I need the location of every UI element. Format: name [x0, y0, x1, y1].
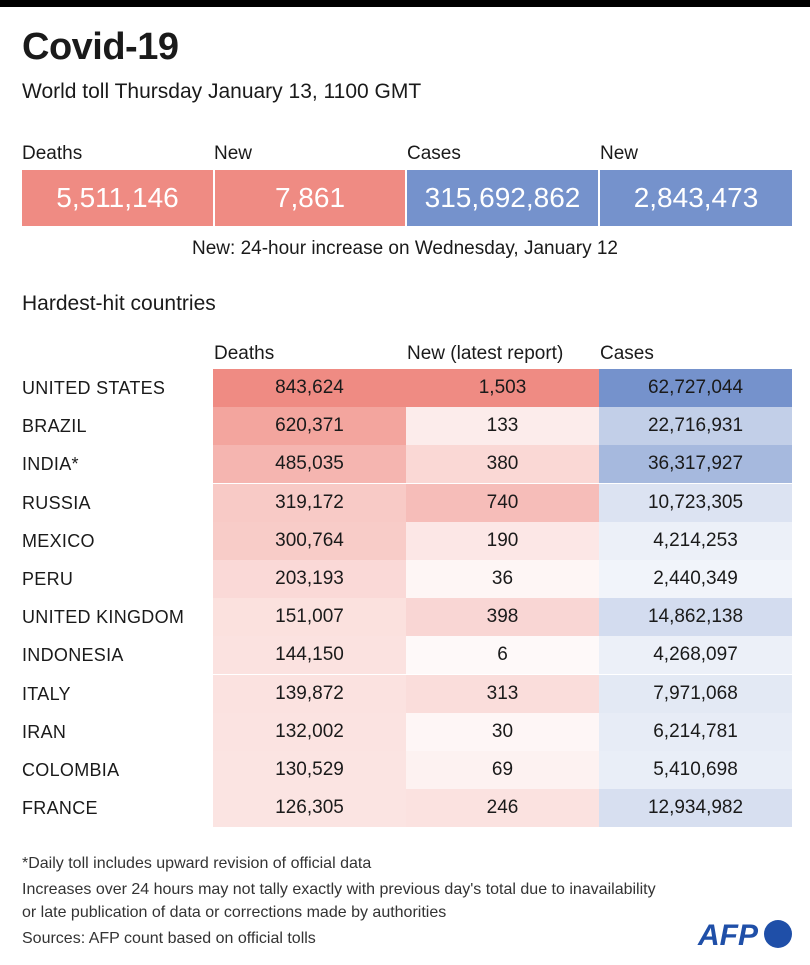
- table-row: INDIA* 485,035 380 36,317,927: [0, 445, 810, 484]
- deaths-cell: 130,529: [213, 751, 406, 789]
- cases-cell: 12,934,982: [599, 789, 792, 828]
- cases-cell: 2,440,349: [599, 560, 792, 598]
- column-header-new: New (latest report): [407, 343, 564, 364]
- afp-logo-text: AFP: [697, 919, 759, 952]
- table-row: BRAZIL 620,371 133 22,716,931: [0, 407, 810, 446]
- kpi-deaths-value: 5,511,146: [22, 170, 213, 226]
- kpi-label-cases: Cases: [407, 143, 461, 164]
- deaths-cell: 132,002: [213, 712, 406, 751]
- kpi-new-deaths-value: 7,861: [215, 170, 405, 226]
- afp-logo-icon: AFP: [697, 919, 792, 952]
- country-name: PERU: [22, 569, 74, 589]
- deaths-cell: 300,764: [213, 521, 406, 560]
- table-row: RUSSIA 319,172 740 10,723,305: [0, 483, 810, 522]
- deaths-cell: 139,872: [213, 674, 406, 713]
- table-row: UNITED STATES 843,624 1,503 62,727,044: [0, 369, 810, 407]
- column-header-deaths: Deaths: [214, 343, 275, 364]
- country-name: FRANCE: [22, 798, 98, 819]
- table-row: MEXICO 300,764 190 4,214,253: [0, 521, 810, 560]
- new-deaths-cell: 69: [406, 751, 599, 789]
- table-row: COLOMBIA 130,529 69 5,410,698: [0, 751, 810, 789]
- kpi-note: New: 24-hour increase on Wednesday, Janu…: [192, 238, 618, 259]
- deaths-cell: 319,172: [213, 483, 406, 522]
- country-name: RUSSIA: [22, 492, 91, 513]
- country-name: COLOMBIA: [22, 760, 120, 780]
- cases-cell: 36,317,927: [599, 445, 792, 484]
- new-deaths-cell: 246: [406, 789, 599, 828]
- kpi-label-new-cases: New: [600, 143, 639, 164]
- cases-cell: 4,214,253: [599, 521, 792, 560]
- deaths-cell: 126,305: [213, 789, 406, 828]
- deaths-cell: 151,007: [213, 598, 406, 637]
- table-row: FRANCE 126,305 246 12,934,982: [0, 789, 810, 828]
- cases-cell: 5,410,698: [599, 751, 792, 789]
- table-row: ITALY 139,872 313 7,971,068: [0, 674, 810, 713]
- country-name: UNITED STATES: [22, 378, 166, 398]
- country-name: INDIA*: [22, 454, 79, 475]
- deaths-cell: 203,193: [213, 560, 406, 598]
- cases-cell: 4,268,097: [599, 636, 792, 675]
- new-deaths-cell: 36: [406, 560, 599, 598]
- cases-cell: 6,214,781: [599, 712, 792, 751]
- deaths-cell: 843,624: [213, 369, 406, 407]
- country-name: INDONESIA: [22, 645, 124, 666]
- footnote-revision: *Daily toll includes upward revision of …: [22, 855, 372, 872]
- deaths-cell: 144,150: [213, 636, 406, 675]
- new-deaths-cell: 313: [406, 674, 599, 713]
- country-name: BRAZIL: [22, 416, 87, 437]
- new-deaths-cell: 6: [406, 636, 599, 675]
- country-name: IRAN: [22, 721, 67, 742]
- footnote-sources: Sources: AFP count based on official tol…: [22, 930, 316, 947]
- country-name: UNITED KINGDOM: [22, 607, 185, 628]
- deaths-cell: 620,371: [213, 407, 406, 446]
- kpi-label-new-deaths: New: [214, 143, 253, 164]
- cases-cell: 7,971,068: [599, 674, 792, 713]
- new-deaths-cell: 380: [406, 445, 599, 484]
- new-deaths-cell: 190: [406, 521, 599, 560]
- cases-cell: 10,723,305: [599, 483, 792, 522]
- top-rule: [0, 0, 810, 7]
- footnote-tally-line2: or late publication of data or correctio…: [22, 904, 447, 921]
- table-row: IRAN 132,002 30 6,214,781: [0, 712, 810, 751]
- kpi-label-deaths: Deaths: [22, 143, 83, 164]
- column-header-cases: Cases: [600, 343, 654, 364]
- country-name: MEXICO: [22, 530, 95, 551]
- table-row: UNITED KINGDOM 151,007 398 14,862,138: [0, 598, 810, 637]
- afp-logo-globe: [764, 920, 792, 948]
- new-deaths-cell: 133: [406, 407, 599, 446]
- cases-cell: 14,862,138: [599, 598, 792, 637]
- page-subtitle: World toll Thursday January 13, 1100 GMT: [22, 80, 422, 103]
- new-deaths-cell: 740: [406, 483, 599, 522]
- kpi-cases-value: 315,692,862: [407, 170, 598, 226]
- country-name: ITALY: [22, 683, 71, 704]
- table-row: INDONESIA 144,150 6 4,268,097: [0, 636, 810, 675]
- table-row: PERU 203,193 36 2,440,349: [0, 560, 810, 598]
- page-title: Covid-19: [22, 26, 179, 68]
- cases-cell: 62,727,044: [599, 369, 792, 407]
- new-deaths-cell: 30: [406, 712, 599, 751]
- footnote-tally-line1: Increases over 24 hours may not tally ex…: [22, 881, 656, 898]
- new-deaths-cell: 1,503: [406, 369, 599, 407]
- kpi-new-cases-value: 2,843,473: [600, 170, 792, 226]
- new-deaths-cell: 398: [406, 598, 599, 637]
- section-title: Hardest-hit countries: [22, 292, 216, 315]
- cases-cell: 22,716,931: [599, 407, 792, 446]
- deaths-cell: 485,035: [213, 445, 406, 484]
